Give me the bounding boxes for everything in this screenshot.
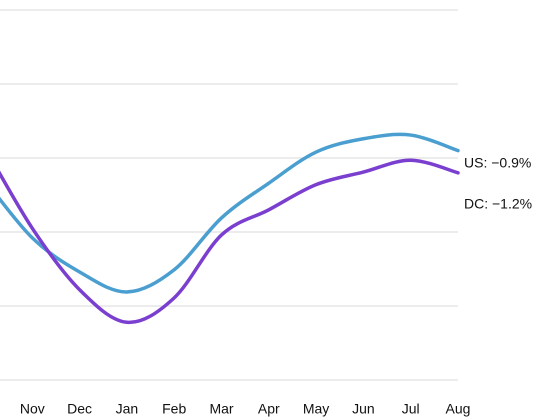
x-tick-label: Dec — [67, 401, 92, 417]
x-tick-label: Apr — [258, 401, 280, 417]
x-tick-label: Mar — [209, 401, 233, 417]
line-series — [0, 132, 460, 294]
x-tick-label: Jul — [402, 401, 420, 417]
x-tick-label: Jun — [352, 401, 375, 417]
x-tick-label: Aug — [446, 401, 471, 417]
series-end-label: US: −0.9% — [464, 154, 531, 170]
x-tick-label: Feb — [162, 401, 186, 417]
x-tick-label: May — [303, 401, 329, 417]
x-tick-label: Nov — [20, 401, 45, 417]
series-end-label: DC: −1.2% — [464, 196, 532, 212]
line-series — [0, 158, 460, 325]
x-tick-label: Jan — [116, 401, 139, 417]
